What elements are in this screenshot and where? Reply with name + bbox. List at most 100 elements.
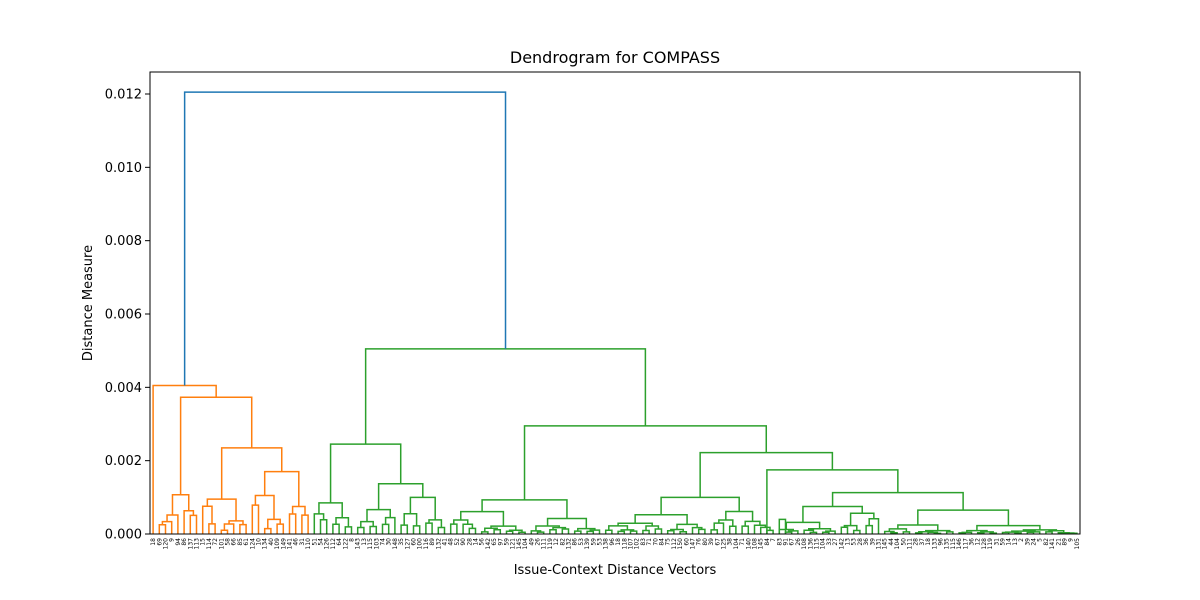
leaf-label: 40 [268,538,275,546]
leaf-label: 21 [1055,538,1062,546]
leaf-label: 64 [336,538,343,546]
leaf-label: 139 [584,538,591,550]
leaf-label: 103 [373,538,380,550]
dendrogram-link [1022,529,1058,532]
leaf-label: 105 [1074,538,1081,550]
leaf-label: 15 [200,538,207,546]
dendrogram-link [917,509,1010,526]
dendrogram-link [409,496,436,520]
leaf-label: 54 [318,538,325,546]
y-tick-label: 0.002 [105,454,142,469]
dendrogram-link [1048,529,1065,533]
leaf-label: 53 [578,538,585,546]
leaf-label: 18 [925,538,932,546]
leaf-label: 7 [770,538,777,542]
leaf-label: 72 [212,538,219,546]
dendrogram-link [604,529,613,534]
leaf-label: 83 [776,538,783,546]
dendrogram-link [189,514,198,534]
dendrogram-link [369,525,378,534]
dendrogram-link [523,425,768,500]
leaf-label: 96 [609,538,616,546]
leaf-label: 12 [553,538,560,546]
dendrogram-link [166,514,179,534]
dendrogram-link [412,525,421,534]
dendrogram-link [741,525,750,534]
dendrogram-link [679,531,688,534]
leaf-label: 36 [863,538,870,546]
leaf-label: 112 [671,538,678,550]
dendrogram-link [759,526,771,534]
dendrogram-link [670,528,684,532]
leaf-label: 84 [659,538,666,546]
leaf-label: 150 [677,538,684,550]
dendrogram-link [161,520,173,534]
leaf-label: 147 [690,538,697,550]
leaf-label: 51 [311,538,318,546]
leaf-label: 38 [727,538,734,546]
dendrogram-link [366,508,391,522]
dendrogram-link [976,532,985,534]
leaf-label: 109 [274,538,281,550]
leaf-label: 65 [491,538,498,546]
leaf-label: 44 [888,538,895,546]
leaf-label: 89 [429,538,436,546]
dendrogram-link [840,526,849,534]
leaf-label: 39 [1024,538,1031,546]
dendrogram-link [276,523,285,534]
leaf-label: 67 [714,538,721,546]
dendrogram-link [364,348,647,445]
dendrogram-link [536,531,545,534]
dendrogram-link [697,528,706,534]
leaf-label: 56 [479,538,486,546]
dendrogram-link [377,483,424,510]
leaf-label: 35 [398,538,405,546]
leaf-label: 114 [206,538,213,550]
leaf-label: 36 [969,538,976,546]
dendrogram-link [318,502,343,518]
dendrogram-link [586,530,595,534]
dendrogram-link [753,524,767,534]
dendrogram-link [179,396,253,495]
leaf-label: 60 [411,538,418,546]
leaf-label: 118 [621,538,628,550]
leaf-label: 100 [417,538,424,550]
leaf-label: 74 [380,538,387,546]
leaf-label: 84 [764,538,771,546]
leaf-label: 12 [975,538,982,546]
leaf-label: 69 [156,538,163,546]
dendrogram-link [546,517,588,529]
leaf-label: 89 [1062,538,1069,546]
leaf-label: 122 [342,538,349,550]
leaf-label: 111 [541,538,548,550]
y-tick-label: 0.000 [105,528,142,543]
leaf-label: 60 [683,538,690,546]
leaf-label: 13 [845,538,852,546]
dendrogram-links [152,91,1078,535]
dendrogram-link [183,509,195,534]
leaf-label: 85 [237,538,244,546]
leaf-label: 141 [287,538,294,550]
leaf-label: 143 [355,538,362,550]
dendrogram-link [263,527,272,534]
leaf-label: 83 [640,538,647,546]
leaf-label: 13 [1012,538,1019,546]
leaf-label: 53 [851,538,858,546]
leaf-label: 94 [175,538,182,546]
leaf-label: 104 [894,538,901,550]
leaf-label: 145 [882,538,889,550]
leaf-label: 113 [194,538,201,550]
dendrogram-link [821,531,830,534]
leaf-label: 2 [1018,538,1025,542]
dendrogram-link [945,531,954,534]
dendrogram-link [344,526,353,534]
dendrogram-link [710,529,719,534]
y-axis: 0.000 0.002 0.004 0.006 0.008 0.010 0.012 [105,88,150,543]
leaf-label: 116 [423,538,430,550]
leaf-label: 30 [386,538,393,546]
leaf-label: 136 [807,538,814,550]
dendrogram-link [645,525,660,531]
dendrogram-link [713,522,725,534]
leaf-label: 111 [907,538,914,550]
